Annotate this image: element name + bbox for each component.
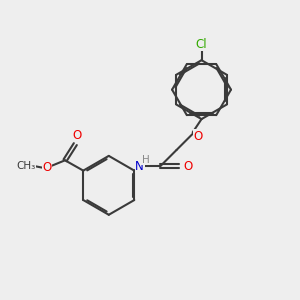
Text: O: O [42,161,51,174]
Text: O: O [72,129,81,142]
Text: O: O [184,160,193,173]
Text: CH₃: CH₃ [16,161,36,171]
Text: N: N [135,160,144,173]
Text: H: H [142,155,149,165]
Text: O: O [194,130,202,143]
Text: Cl: Cl [196,38,207,50]
